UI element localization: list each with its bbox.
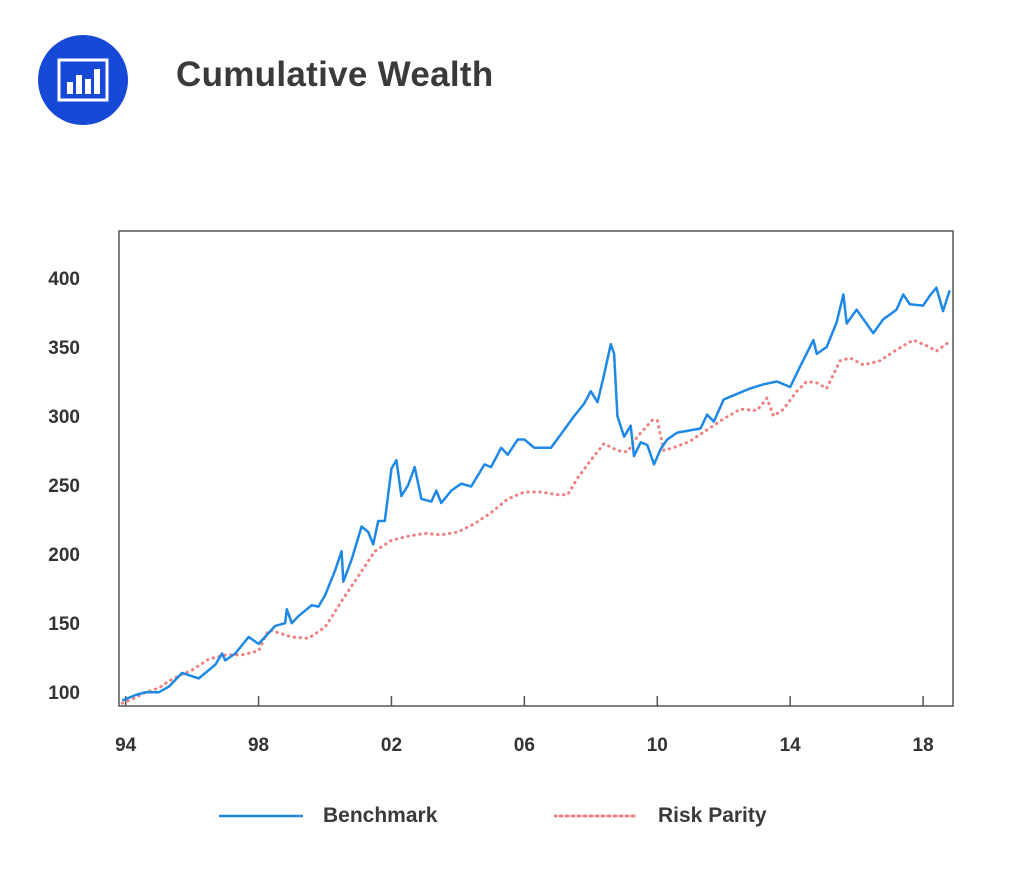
legend-label-risk-parity: Risk Parity bbox=[658, 804, 767, 827]
legend-label-benchmark: Benchmark bbox=[323, 804, 438, 827]
y-tick-label: 300 bbox=[48, 407, 80, 428]
x-tick-label: 06 bbox=[514, 735, 535, 756]
bar-chart-icon bbox=[57, 58, 109, 102]
y-tick-label: 350 bbox=[48, 338, 80, 359]
legend-item-benchmark: Benchmark bbox=[219, 800, 437, 832]
plot-frame bbox=[118, 230, 954, 707]
y-tick-label: 400 bbox=[48, 269, 80, 290]
y-axis: 100 150 200 250 300 350 400 bbox=[48, 269, 80, 704]
x-tick-label: 18 bbox=[913, 735, 934, 756]
series-line-benchmark bbox=[121, 286, 951, 702]
x-tick-label: 98 bbox=[248, 735, 269, 756]
page-title: Cumulative Wealth bbox=[176, 55, 494, 94]
app-logo bbox=[38, 35, 128, 125]
y-tick-label: 100 bbox=[48, 683, 80, 704]
y-tick-label: 200 bbox=[48, 545, 80, 566]
series-line-risk-parity bbox=[120, 338, 952, 705]
y-tick-label: 250 bbox=[48, 476, 80, 497]
x-tick-label: 10 bbox=[647, 735, 668, 756]
legend-item-risk-parity: Risk Parity bbox=[554, 800, 767, 832]
series-group bbox=[120, 286, 952, 705]
x-tick-label: 14 bbox=[780, 735, 802, 756]
legend-swatch-risk-parity bbox=[554, 814, 638, 818]
x-tick-label: 94 bbox=[115, 735, 137, 756]
x-tick-label: 02 bbox=[381, 735, 402, 756]
y-tick-label: 150 bbox=[48, 614, 80, 635]
x-axis: 94 98 02 06 10 14 18 bbox=[115, 696, 934, 756]
legend-swatch-benchmark bbox=[219, 814, 303, 818]
